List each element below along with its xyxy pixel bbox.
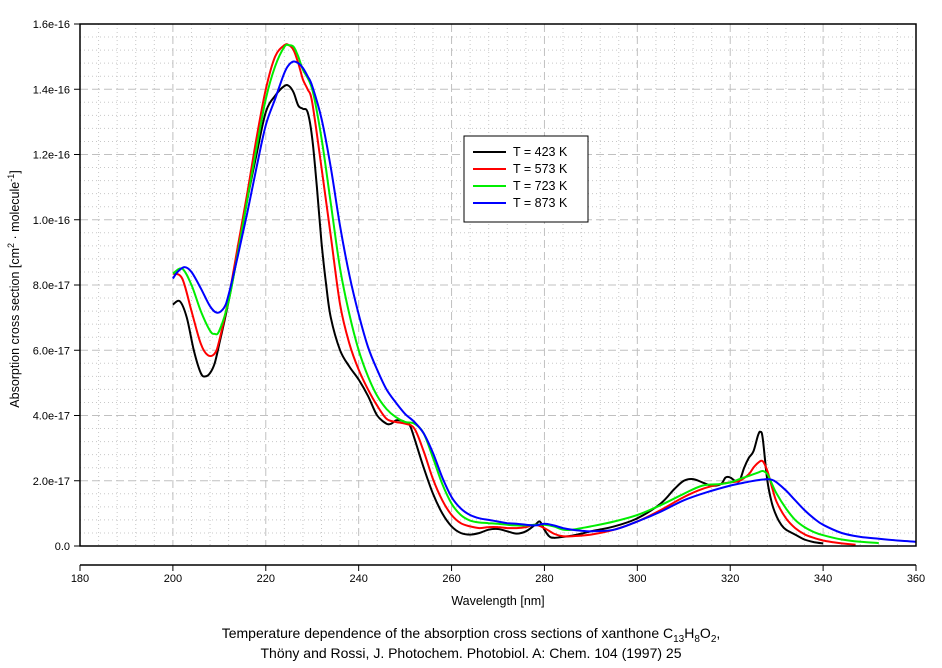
y-tick-label: 8.0e-17	[33, 280, 70, 292]
caption-reference: Thöny and Rossi, J. Photochem. Photobiol…	[260, 645, 682, 661]
legend-box	[463, 135, 589, 223]
caption-o: O	[699, 625, 711, 641]
y-tick-label: 1.0e-16	[33, 215, 70, 227]
y-axis-title-end: ]	[8, 170, 22, 173]
caption-h: H	[684, 625, 695, 641]
x-axis-title: Wavelength [nm]	[451, 594, 544, 608]
legend: T = 423 K T = 573 K T = 723 K T = 873 K	[463, 135, 589, 223]
x-tick-label: 340	[814, 573, 832, 585]
y-axis-title: Absorption cross section [cm2 · molecule…	[6, 170, 22, 407]
x-tick-label: 260	[442, 573, 460, 585]
x-tick-label: 180	[71, 573, 89, 585]
legend-label: T = 423 K	[513, 145, 568, 159]
absorption-chart: 180 200 220 240 260 280 300 320 340 360 0.0 2.0e-1…	[6, 19, 925, 608]
x-tick-label: 240	[349, 573, 367, 585]
x-tick-label: 300	[628, 573, 646, 585]
y-axis-title-main: Absorption cross section [cm	[8, 248, 22, 408]
series-layer	[172, 43, 917, 546]
legend-label: T = 573 K	[513, 162, 568, 176]
series-line-573K	[172, 43, 856, 546]
x-tick-label: 280	[535, 573, 553, 585]
x-tick-label: 200	[164, 573, 182, 585]
caption-comma: ,	[716, 625, 721, 641]
x-tick-label: 360	[907, 573, 925, 585]
series-line-723K	[172, 43, 879, 545]
y-tick-label: 1.4e-16	[33, 84, 70, 96]
y-axis-title-sup1: 2	[6, 243, 16, 248]
legend-item: T = 873 K	[473, 196, 568, 210]
y-axis-title-mid: · molecule	[8, 182, 22, 243]
x-axis-ticks: 180 200 220 240 260 280 300 320 340 360	[71, 564, 925, 585]
legend-item: T = 423 K	[473, 145, 568, 159]
y-tick-label: 1.6e-16	[33, 19, 70, 31]
caption-line-1: Temperature dependence of the absorption…	[0, 625, 942, 645]
y-tick-label: 4.0e-17	[33, 411, 70, 423]
grid-major	[80, 24, 916, 546]
legend-label: T = 873 K	[513, 196, 568, 210]
caption-line-2: Thöny and Rossi, J. Photochem. Photobiol…	[0, 645, 942, 661]
legend-item: T = 573 K	[473, 162, 568, 176]
caption-sub-c: 13	[673, 633, 685, 645]
caption-text: Temperature dependence of the absorption…	[221, 625, 674, 641]
series-line-873K	[172, 60, 917, 543]
y-tick-label: 0.0	[55, 541, 70, 553]
caption-sub-h: 8	[694, 633, 700, 645]
y-tick-label: 1.2e-16	[33, 150, 70, 162]
legend-label: T = 723 K	[513, 179, 568, 193]
y-axis-title-sup2: -1	[6, 174, 16, 182]
y-tick-label: 2.0e-17	[33, 476, 70, 488]
y-tick-label: 6.0e-17	[33, 345, 70, 357]
legend-item: T = 723 K	[473, 179, 568, 193]
y-axis-ticks: 0.0 2.0e-17 4.0e-17 6.0e-17 8.0e-17 1.0e-16 1.…	[33, 19, 80, 553]
x-tick-label: 320	[721, 573, 739, 585]
x-tick-label: 220	[257, 573, 275, 585]
caption-sub-o: 2	[710, 633, 717, 645]
